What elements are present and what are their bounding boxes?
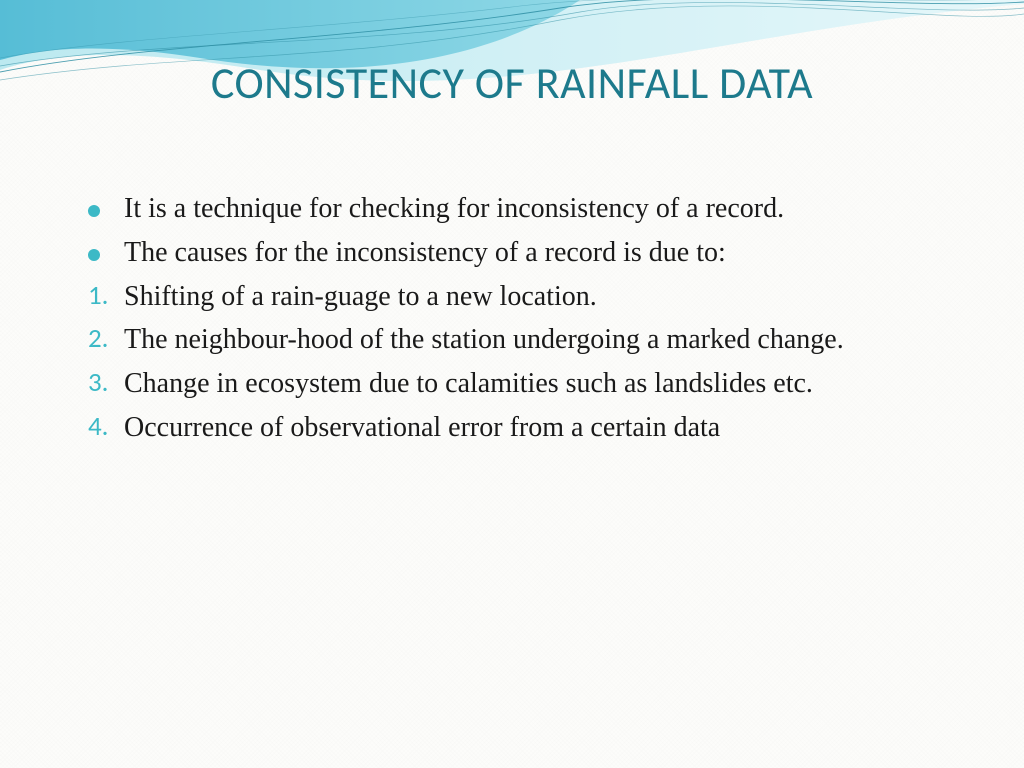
numbered-list: 1. Shifting of a rain-guage to a new loca… [80,278,944,447]
numbered-item: 3. Change in ecosystem due to calamities … [80,365,944,403]
bullet-item: It is a technique for checking for incon… [80,190,944,228]
list-number: 1. [88,278,109,314]
numbered-item: 4. Occurrence of observational error from… [80,409,944,447]
numbered-item-text: The neighbour-hood of the station underg… [124,324,844,355]
bullet-item: The causes for the inconsistency of a re… [80,234,944,272]
list-number: 4. [88,409,109,445]
numbered-item: 2. The neighbour-hood of the station unde… [80,321,944,359]
numbered-item: 1. Shifting of a rain-guage to a new loca… [80,278,944,316]
numbered-item-text: Change in ecosystem due to calamities su… [124,368,813,399]
slide-title: CONSISTENCY OF RAINFALL DATA [0,56,1024,110]
slide-body: It is a technique for checking for incon… [80,190,944,453]
bullet-list: It is a technique for checking for incon… [80,190,944,272]
numbered-item-text: Shifting of a rain-guage to a new locati… [124,281,597,312]
list-number: 3. [88,365,109,401]
numbered-item-text: Occurrence of observational error from a… [124,412,720,443]
list-number: 2. [88,321,109,357]
